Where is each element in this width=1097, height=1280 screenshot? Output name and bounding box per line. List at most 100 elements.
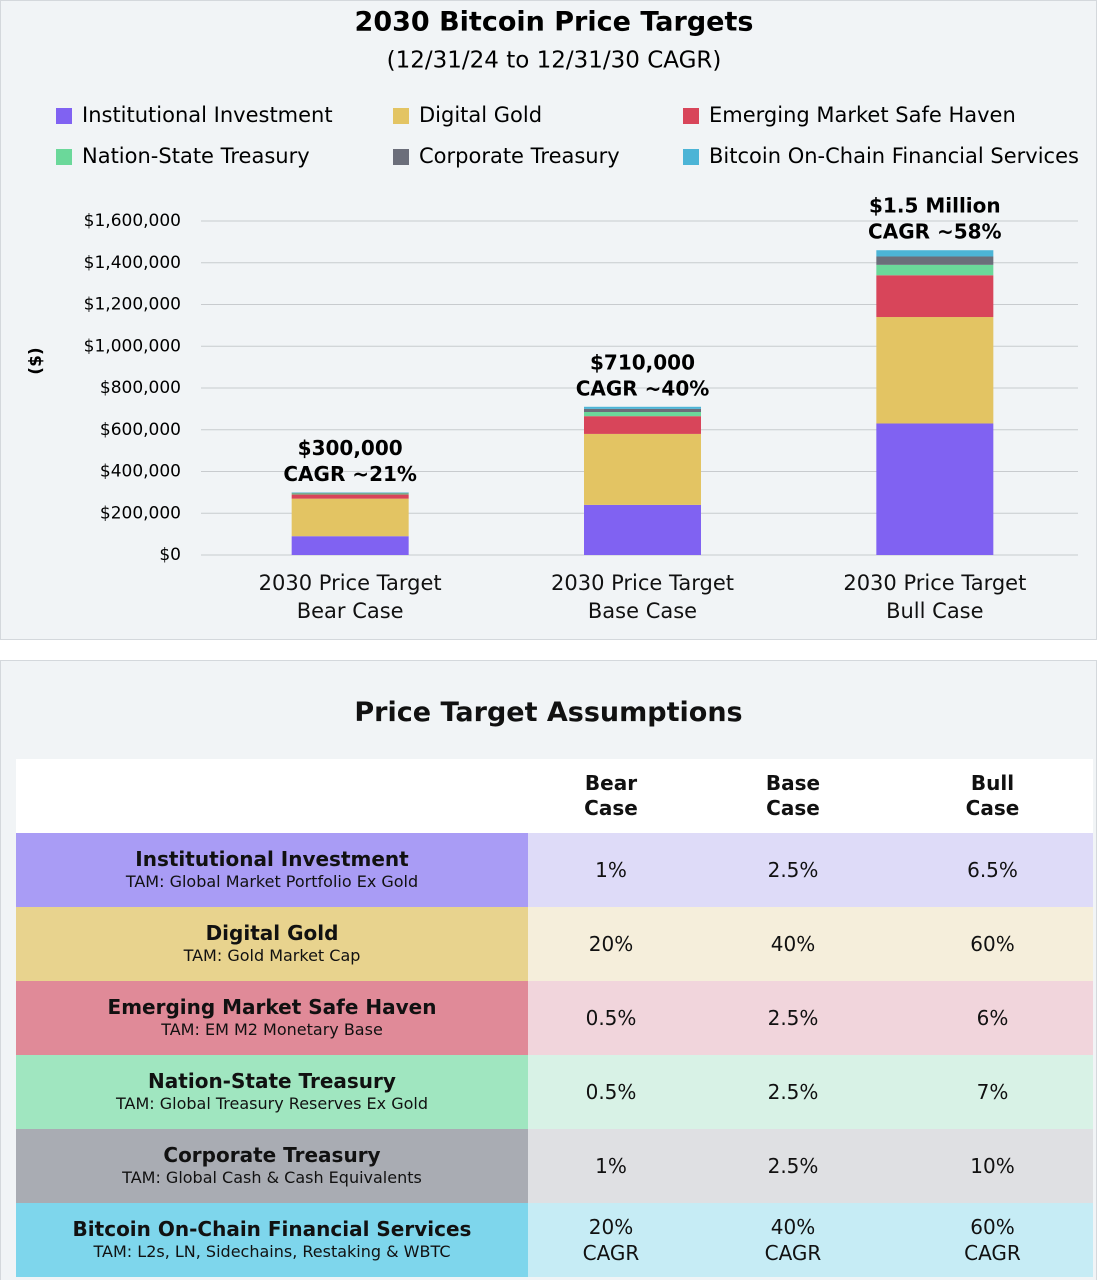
bar-annotation: $1.5 Million xyxy=(869,194,1001,218)
chart-title: 2030 Bitcoin Price Targets xyxy=(355,7,754,38)
header-row: Bear Case Base Case Bull Case xyxy=(16,759,1093,833)
bar-annotation: CAGR ~21% xyxy=(283,462,417,486)
table-cell: 2.5% xyxy=(694,833,892,907)
bar-segment xyxy=(584,416,701,434)
row-header: Digital Gold TAM: Gold Market Cap xyxy=(16,907,528,981)
bar-segment xyxy=(876,275,994,318)
y-tick-label: $0 xyxy=(159,545,181,565)
legend-label: Corporate Treasury xyxy=(419,144,620,168)
y-tick-label: $800,000 xyxy=(100,378,181,398)
row-name: Digital Gold xyxy=(205,921,339,945)
table-cell: 0.5% xyxy=(528,981,694,1055)
table-row: Emerging Market Safe Haven TAM: EM M2 Mon… xyxy=(16,981,1093,1055)
y-tick-label: $1,200,000 xyxy=(84,295,181,315)
row-tam: TAM: EM M2 Monetary Base xyxy=(161,1020,383,1039)
bar-segment xyxy=(584,433,701,505)
row-name: Emerging Market Safe Haven xyxy=(107,995,437,1019)
legend-swatch xyxy=(56,108,72,124)
bar-segment xyxy=(584,412,701,417)
chart-subtitle: (12/31/24 to 12/31/30 CAGR) xyxy=(387,48,722,74)
legend-label: Digital Gold xyxy=(419,103,542,127)
row-tam: TAM: Global Market Portfolio Ex Gold xyxy=(125,872,419,891)
legend-label: Institutional Investment xyxy=(82,103,333,127)
table-cell: 1% xyxy=(528,1129,694,1203)
table-cell: 60% xyxy=(892,907,1093,981)
row-header: Institutional Investment TAM: Global Mark… xyxy=(16,833,528,907)
y-tick-label: $1,000,000 xyxy=(84,336,181,356)
table-panel: Price Target Assumptions Bear Case Base C… xyxy=(0,660,1097,1280)
table-cell: 1% xyxy=(528,833,694,907)
assumptions-table: Bear Case Base Case Bull Case Institutional… xyxy=(16,759,1093,1277)
bar-annotation: $710,000 xyxy=(590,350,695,374)
legend-swatch xyxy=(393,149,409,165)
table-cell: 10% xyxy=(892,1129,1093,1203)
table-row: Institutional Investment TAM: Global Mark… xyxy=(16,833,1093,907)
table-cell: 20% xyxy=(528,907,694,981)
table-title: Price Target Assumptions xyxy=(354,697,743,728)
table-cell: 0.5% xyxy=(528,1055,694,1129)
row-header: Bitcoin On-Chain Financial Services TAM: … xyxy=(16,1203,528,1277)
legend-label: Emerging Market Safe Haven xyxy=(709,103,1016,127)
row-name: Nation-State Treasury xyxy=(148,1069,396,1093)
bar-segment xyxy=(291,536,409,555)
table-cell: 60% CAGR xyxy=(892,1203,1093,1277)
column-header: Bull Case xyxy=(892,759,1093,833)
header-cell xyxy=(16,759,528,833)
row-tam: TAM: Gold Market Cap xyxy=(183,946,361,965)
y-tick-label: $600,000 xyxy=(100,420,181,440)
row-header: Emerging Market Safe Haven TAM: EM M2 Mon… xyxy=(16,981,528,1055)
table-cell: 2.5% xyxy=(694,1129,892,1203)
bar-segment xyxy=(584,408,701,413)
table-row: Bitcoin On-Chain Financial Services TAM: … xyxy=(16,1203,1093,1277)
table-cell: 2.5% xyxy=(694,981,892,1055)
y-tick-label: $400,000 xyxy=(100,462,181,482)
legend-label: Bitcoin On-Chain Financial Services xyxy=(709,144,1079,168)
table-row: Corporate Treasury TAM: Global Cash & Cas… xyxy=(16,1129,1093,1203)
bar-segment xyxy=(291,492,409,494)
bar-segment xyxy=(876,317,994,424)
row-tam: TAM: Global Treasury Reserves Ex Gold xyxy=(116,1094,428,1113)
row-header: Corporate Treasury TAM: Global Cash & Cas… xyxy=(16,1129,528,1203)
bar-annotation: CAGR ~58% xyxy=(868,220,1002,244)
bar-segment xyxy=(876,256,994,265)
y-tick-label: $1,600,000 xyxy=(84,211,181,231)
bar-segment xyxy=(291,498,409,537)
x-tick-label: 2030 Price Target Base Case xyxy=(551,571,734,623)
x-tick-label: 2030 Price Target Bull Case xyxy=(843,571,1027,623)
table-cell: 7% xyxy=(892,1055,1093,1129)
legend-label: Nation-State Treasury xyxy=(82,144,310,168)
bar-annotation: CAGR ~40% xyxy=(576,376,710,400)
chart-panel: 2030 Bitcoin Price Targets (12/31/24 to … xyxy=(0,0,1097,640)
legend-swatch xyxy=(683,149,699,165)
table-cell: 40% CAGR xyxy=(694,1203,892,1277)
bar-segment xyxy=(584,406,701,409)
bar-segment xyxy=(876,264,994,276)
y-tick-label: $200,000 xyxy=(100,503,181,523)
table-cell: 2.5% xyxy=(694,1055,892,1129)
table-cell: 40% xyxy=(694,907,892,981)
row-header: Nation-State Treasury TAM: Global Treasur… xyxy=(16,1055,528,1129)
column-header: Base Case xyxy=(694,759,892,833)
bar-segment xyxy=(876,423,994,555)
row-name: Institutional Investment xyxy=(135,847,409,871)
row-tam: TAM: L2s, LN, Sidechains, Restaking & WB… xyxy=(93,1242,451,1261)
legend-swatch xyxy=(683,108,699,124)
row-name: Bitcoin On-Chain Financial Services xyxy=(72,1217,472,1241)
bar-segment xyxy=(876,250,994,257)
table-cell: 6.5% xyxy=(892,833,1093,907)
column-header: Bear Case xyxy=(528,759,694,833)
table-row: Nation-State Treasury TAM: Global Treasur… xyxy=(16,1055,1093,1129)
chart: 2030 Bitcoin Price Targets (12/31/24 to … xyxy=(26,7,1079,566)
bar-annotation: $300,000 xyxy=(298,436,403,460)
legend-swatch xyxy=(56,149,72,165)
bar-segment xyxy=(291,494,409,499)
bar-segment xyxy=(291,493,409,495)
legend-swatch xyxy=(393,108,409,124)
y-axis-label: ($) xyxy=(26,347,46,374)
table-cell: 20% CAGR xyxy=(528,1203,694,1277)
row-name: Corporate Treasury xyxy=(163,1143,381,1167)
table-row: Digital Gold TAM: Gold Market Cap 20% 40% 60… xyxy=(16,907,1093,981)
bar-segment xyxy=(584,504,701,555)
y-tick-label: $1,400,000 xyxy=(84,253,181,273)
